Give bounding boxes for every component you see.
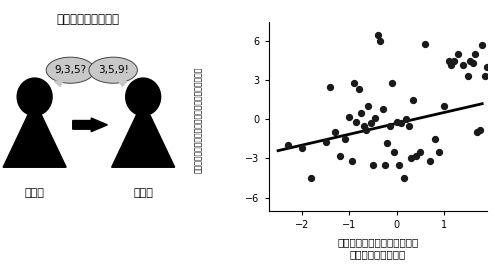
Point — [397, 121, 405, 126]
Point — [359, 124, 367, 128]
Polygon shape — [73, 118, 107, 132]
Point — [378, 107, 386, 111]
Point — [347, 159, 355, 163]
Point — [477, 43, 485, 47]
Text: コノステストを実際に測定した数字並び替えスコア: コノステストを実際に測定した数字並び替えスコア — [194, 67, 203, 173]
Circle shape — [17, 78, 52, 116]
Point — [465, 59, 473, 63]
Point — [368, 163, 376, 167]
Point — [307, 176, 315, 180]
Point — [390, 150, 398, 154]
Polygon shape — [54, 80, 64, 86]
Point — [463, 74, 471, 79]
Point — [356, 111, 364, 115]
Point — [453, 52, 461, 56]
Point — [297, 146, 305, 150]
Point — [349, 81, 357, 85]
Point — [444, 59, 452, 63]
Point — [354, 87, 362, 92]
Point — [375, 39, 383, 43]
Point — [387, 81, 395, 85]
Point — [340, 137, 348, 141]
Text: 被験者: 被験者 — [133, 188, 153, 198]
Point — [330, 130, 338, 134]
Point — [385, 124, 393, 128]
Point — [352, 120, 360, 124]
Point — [382, 141, 390, 145]
Point — [458, 62, 466, 67]
Circle shape — [125, 78, 160, 116]
Text: 9,3,5?: 9,3,5? — [54, 65, 86, 75]
Point — [321, 139, 329, 144]
Point — [399, 176, 407, 180]
Point — [475, 128, 483, 132]
Point — [406, 156, 414, 161]
Point — [380, 163, 388, 167]
Point — [425, 159, 433, 163]
Point — [283, 143, 291, 148]
Point — [345, 114, 353, 119]
Point — [411, 154, 419, 158]
Polygon shape — [118, 80, 127, 86]
Point — [366, 121, 374, 126]
Point — [335, 154, 343, 158]
Point — [361, 128, 369, 132]
Point — [482, 65, 490, 69]
Point — [434, 150, 442, 154]
Text: 脳結合パターンから予測した
作業記憶能力スコア: 脳結合パターンから予測した 作業記憶能力スコア — [337, 238, 418, 259]
Point — [468, 61, 476, 65]
Point — [394, 163, 402, 167]
Point — [472, 130, 480, 134]
Point — [430, 137, 438, 141]
Point — [373, 32, 381, 37]
Polygon shape — [111, 115, 174, 167]
Point — [392, 120, 400, 124]
Point — [416, 150, 424, 154]
Ellipse shape — [89, 57, 137, 83]
Text: 数字並べ替えテスト: 数字並べ替えテスト — [56, 13, 119, 26]
Point — [420, 42, 428, 46]
Point — [404, 124, 412, 128]
Point — [449, 59, 457, 63]
Point — [371, 116, 379, 120]
Point — [470, 52, 478, 56]
Point — [439, 104, 447, 109]
Point — [326, 85, 334, 89]
Polygon shape — [3, 115, 66, 167]
Text: 実験者: 実験者 — [25, 188, 45, 198]
Point — [446, 62, 454, 67]
Ellipse shape — [46, 57, 95, 83]
Point — [401, 117, 409, 122]
Point — [479, 74, 487, 79]
Point — [364, 104, 372, 109]
Point — [408, 98, 416, 102]
Text: 3,5,9!: 3,5,9! — [98, 65, 128, 75]
